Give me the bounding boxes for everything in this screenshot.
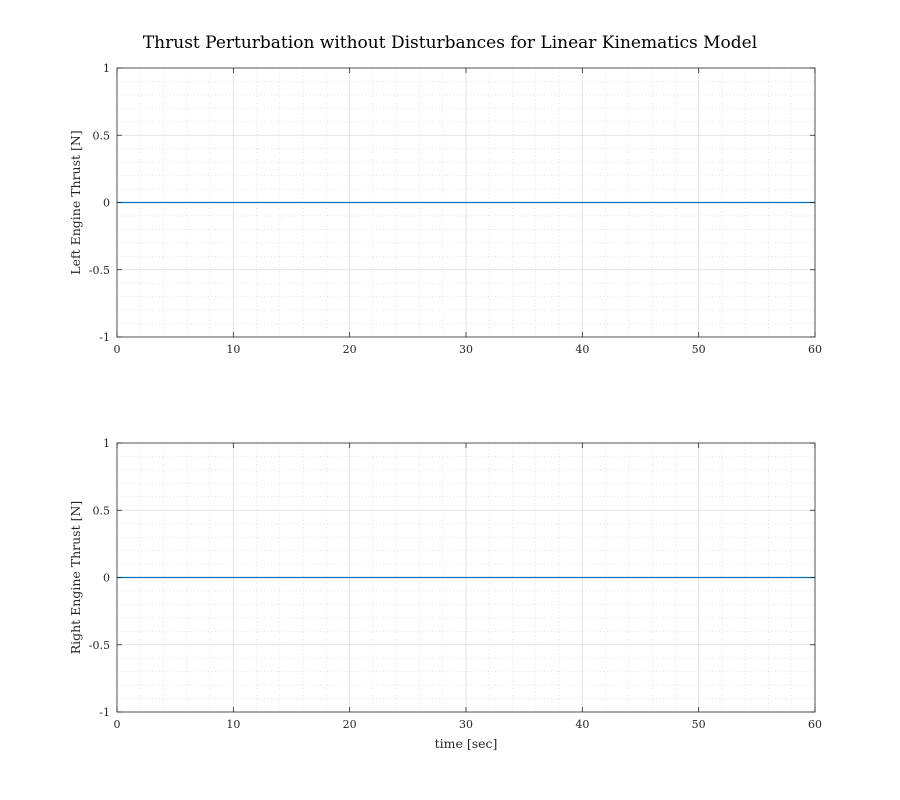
top-axes-left-engine: 0 10 20 30 40 50 60 -1 -0.5 0 0.5 1 Left Engine Thru… [68, 62, 822, 356]
x-tick-label: 50 [692, 343, 706, 356]
x-tick-label: 50 [692, 718, 706, 731]
x-tick-label: 60 [808, 343, 822, 356]
x-tick-label: 10 [226, 343, 240, 356]
x-tick-label: 40 [575, 718, 589, 731]
x-tick-label: 20 [343, 343, 357, 356]
x-tick-label: 30 [459, 343, 473, 356]
y-tick-label: 0.5 [93, 504, 111, 517]
y-tick-label: 1 [103, 437, 110, 450]
x-tick-label: 0 [114, 343, 121, 356]
y-tick-label: 0 [103, 197, 110, 210]
y-axis-label: Right Engine Thrust [N] [68, 501, 83, 655]
x-tick-label: 40 [575, 343, 589, 356]
y-tick-label: 0.5 [93, 129, 111, 142]
y-tick-label: 1 [103, 62, 110, 75]
y-tick-label: -1 [99, 331, 110, 344]
y-axis-label: Left Engine Thrust [N] [68, 130, 83, 274]
bottom-axes-right-engine: 0 10 20 30 40 50 60 -1 -0.5 0 0.5 1 Right Engine Thr… [68, 437, 822, 751]
x-tick-label: 0 [114, 718, 121, 731]
y-tick-label: -0.5 [89, 639, 110, 652]
x-tick-label: 30 [459, 718, 473, 731]
x-tick-label: 10 [226, 718, 240, 731]
figure-title: Thrust Perturbation without Disturbances… [143, 33, 757, 53]
y-tick-label: -0.5 [89, 264, 110, 277]
x-tick-label: 60 [808, 718, 822, 731]
y-tick-label: 0 [103, 572, 110, 585]
y-tick-label: -1 [99, 706, 110, 719]
x-axis-label: time [sec] [435, 736, 498, 751]
x-tick-label: 20 [343, 718, 357, 731]
